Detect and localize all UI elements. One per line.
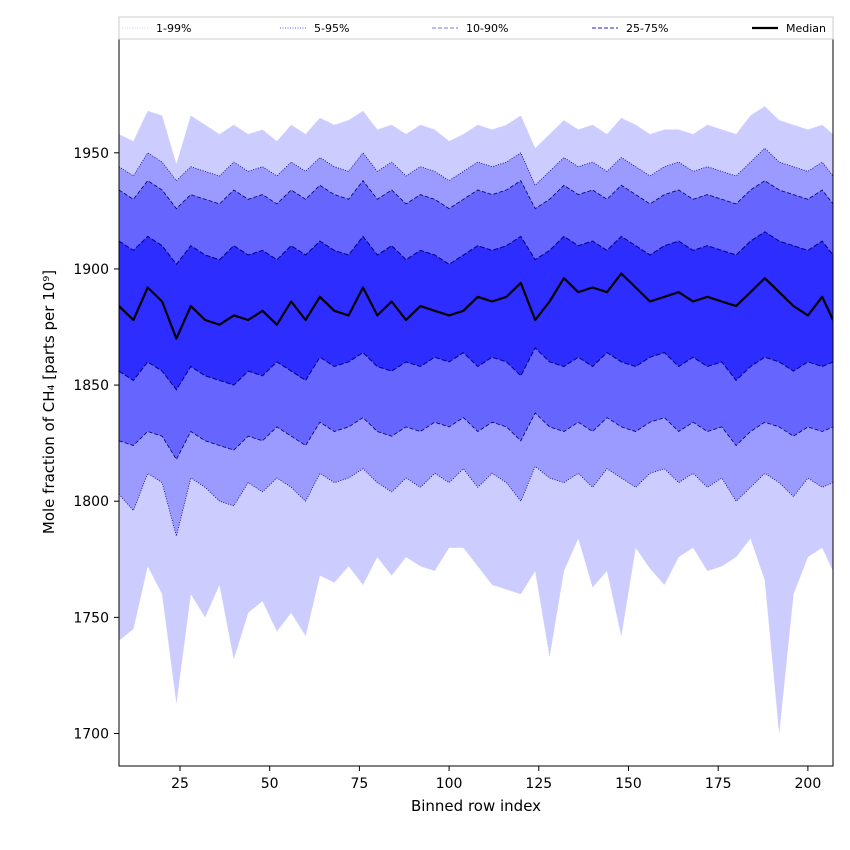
x-tick-label: 125	[525, 776, 552, 792]
median-line-group	[119, 272, 833, 340]
y-tick-label: 1950	[73, 146, 109, 162]
legend-label-4: 25-75%	[626, 22, 668, 35]
band-1-99-lower-edge	[119, 537, 833, 734]
x-tick-label: 75	[350, 776, 368, 792]
band-25-75-upper-edge	[119, 231, 833, 266]
x-axis-label: Binned row index	[411, 797, 541, 815]
legend-label-1: 1-99%	[156, 22, 191, 35]
median-line	[119, 272, 833, 340]
x-axis-ticks: 25 50 75 100 125 150 175 200	[171, 766, 821, 792]
legend-label-3: 10-90%	[466, 22, 508, 35]
band-5-95-lower-edge	[119, 465, 833, 537]
y-tick-label: 1700	[73, 726, 109, 742]
band-25-75	[119, 231, 833, 390]
band-10-90-lower-edge	[119, 412, 833, 461]
y-axis-ticks: 1700 1750 1800 1850 1900 1950	[73, 146, 119, 742]
y-tick-label: 1900	[73, 262, 109, 278]
y-tick-label: 1800	[73, 494, 109, 510]
band-5-95-upper-edge	[119, 147, 833, 186]
y-axis-label: Mole fraction of CH₄ [parts per 10⁹]	[40, 270, 58, 534]
percentile-bands	[119, 106, 833, 734]
x-tick-label: 100	[436, 776, 463, 792]
band-edge-lines	[119, 106, 833, 734]
x-tick-label: 50	[261, 776, 279, 792]
band-10-90-upper-edge	[119, 180, 833, 210]
y-tick-label: 1750	[73, 610, 109, 626]
x-tick-label: 150	[615, 776, 642, 792]
legend-label-2: 5-95%	[314, 22, 349, 35]
x-tick-label: 200	[795, 776, 822, 792]
x-tick-label: 175	[705, 776, 732, 792]
legend-box	[118, 16, 834, 40]
legend: 1-99% 5-95% 10-90% 25-75% Median	[118, 16, 834, 40]
band-1-99-upper-edge	[119, 106, 833, 166]
band-25-75-lower-edge	[119, 347, 833, 391]
legend-label-5: Median	[786, 22, 826, 35]
x-tick-label: 25	[171, 776, 189, 792]
y-tick-label: 1850	[73, 378, 109, 394]
